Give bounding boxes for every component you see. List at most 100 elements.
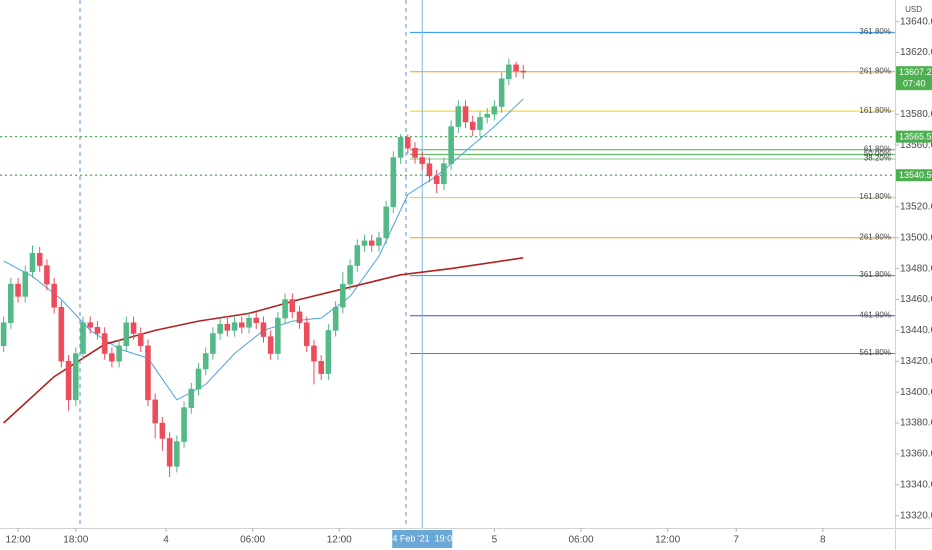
fib-level-label: 161.80%: [859, 106, 891, 115]
price-badge: [896, 130, 932, 143]
last-price-badge: [896, 66, 932, 91]
y-tick-label: 13360.00: [900, 449, 932, 460]
crosshair-label: 04 Feb '21 19:00: [387, 533, 457, 543]
candle-body: [44, 265, 50, 285]
fib-level-label: 38.20%: [864, 154, 891, 163]
x-tick-label: 4: [163, 535, 169, 546]
candle-body: [210, 333, 216, 354]
fib-level-label: 261.80%: [859, 232, 891, 241]
x-tick-label: 12:00: [655, 535, 680, 546]
candle-body: [361, 240, 368, 246]
y-tick-label: 13620.00: [900, 47, 932, 58]
y-tick-label: 13320.00: [900, 510, 932, 521]
fib-level-label: 50.00%: [864, 149, 891, 158]
x-tick-label: 12:00: [327, 535, 352, 546]
candle-body: [51, 283, 57, 308]
fib-level-label: 261.80%: [859, 66, 891, 75]
x-tick-label: 18:00: [63, 535, 88, 546]
candle-body: [80, 322, 86, 354]
candle-body: [195, 368, 202, 390]
candle-body: [506, 64, 512, 79]
fib-level-label: 361.80%: [859, 270, 891, 279]
candle-body: [253, 317, 260, 323]
candle-body: [303, 322, 310, 347]
candle-body: [8, 283, 14, 323]
candle-body: [477, 117, 483, 130]
candle-body: [267, 336, 274, 354]
y-tick-label: 13420.00: [900, 356, 932, 367]
candle-body: [15, 283, 21, 297]
candle-body: [368, 240, 375, 246]
candle-body: [383, 206, 389, 239]
candle-body: [513, 64, 519, 72]
candle-body: [318, 361, 324, 374]
candle-body: [289, 299, 296, 313]
candle-body: [347, 265, 353, 285]
candle-body: [426, 163, 433, 177]
candle-body: [152, 399, 158, 424]
candle-body: [224, 323, 231, 331]
candle-body: [469, 121, 476, 130]
y-tick-label: 13400.00: [900, 387, 932, 398]
candle-body: [145, 345, 151, 401]
price-badge: [896, 169, 932, 182]
x-tick-label: 06:00: [569, 535, 594, 546]
candle-body: [159, 422, 166, 439]
y-tick-label: 13520.00: [900, 202, 932, 213]
x-tick-label: 06:00: [240, 535, 265, 546]
candle-body: [275, 317, 281, 354]
fib-level-label: 561.80%: [859, 348, 891, 357]
candle-body: [22, 271, 29, 297]
candle-body: [325, 330, 332, 374]
candle-body: [246, 317, 252, 328]
candle-body: [36, 252, 43, 266]
candle-body: [137, 333, 144, 347]
y-tick-label: 13580.00: [900, 109, 932, 120]
candle-body: [188, 388, 195, 408]
candle-body: [231, 322, 238, 331]
axes: 13320.00 13340.00 13360.00 13380.00 13400.00…: [6, 16, 932, 548]
candle-body: [123, 322, 130, 347]
candle-body: [433, 175, 440, 184]
candle-body: [441, 163, 447, 184]
crosshair-badge: [392, 530, 453, 548]
candle-body: [73, 353, 79, 401]
candle-body: [412, 147, 418, 158]
candle-body: [332, 306, 339, 331]
fib-level-label: 361.80%: [859, 27, 891, 36]
x-tick-label: 7: [733, 535, 739, 546]
price-badge-label: 13565.50: [899, 132, 932, 142]
candle-body: [166, 438, 173, 467]
candle-body: [484, 113, 490, 118]
candle-body: [419, 157, 426, 164]
candle-body: [217, 323, 223, 334]
y-tick-label: 13560.00: [900, 140, 932, 151]
candle-body: [491, 106, 498, 115]
candle-body: [58, 306, 65, 362]
x-tick-label: 12:00: [6, 535, 31, 546]
candle-body: [455, 106, 462, 127]
y-tick-label: 13480.00: [900, 263, 932, 274]
candle-body: [397, 137, 404, 158]
y-tick-label: 13340.00: [900, 479, 932, 490]
candle-body: [498, 78, 505, 107]
y-tick-label: 13500.00: [900, 232, 932, 243]
candle-body: [376, 237, 382, 246]
candle-body: [520, 70, 527, 73]
candle-body: [282, 299, 288, 319]
fib-level-label: 161.80%: [859, 192, 891, 201]
candle-body: [65, 361, 72, 401]
candle-body: [87, 322, 93, 328]
candle-body: [130, 322, 137, 334]
candle-body: [116, 345, 122, 362]
fib-level-label: 461.80%: [859, 310, 891, 319]
candle-body: [181, 407, 187, 442]
y-tick-label: 13640.00: [900, 16, 932, 27]
y-tick-label: 13460.00: [900, 294, 932, 305]
candle-body: [109, 353, 115, 362]
candle-body: [296, 311, 303, 323]
candle-body: [354, 245, 361, 266]
candle-body: [311, 345, 317, 362]
